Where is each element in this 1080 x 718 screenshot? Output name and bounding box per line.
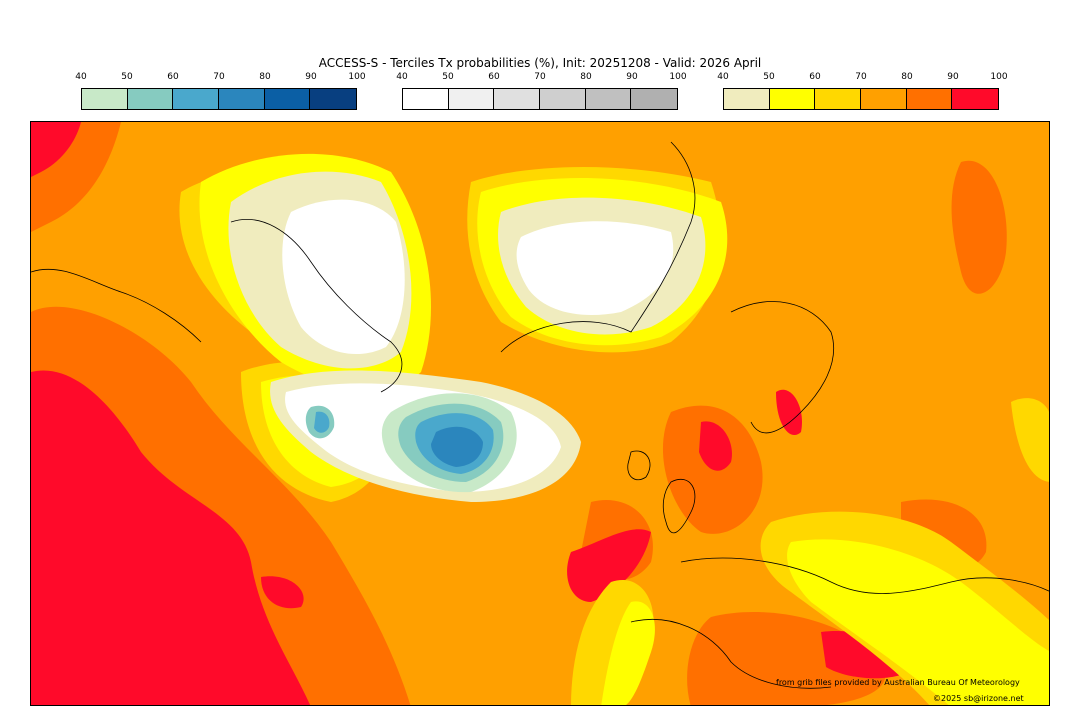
tick-label: 80 [259, 72, 271, 82]
coastlines [31, 141, 1049, 689]
tick-label: 80 [580, 72, 592, 82]
colorbar-swatches [723, 88, 999, 110]
colorbar-swatch [724, 89, 770, 109]
tick-label: 40 [396, 72, 408, 82]
colorbar-swatch [494, 89, 540, 109]
colorbar-swatch [769, 89, 816, 109]
source-credit: from grib files provided by Australian B… [776, 678, 1020, 687]
tick-label: 60 [488, 72, 500, 82]
tick-label: 100 [348, 72, 366, 82]
tick-label: 70 [855, 72, 867, 82]
field-below-normal [305, 393, 517, 493]
colorbar-swatches [81, 88, 357, 110]
colorbar-swatch [860, 89, 907, 109]
colorbar-below-normal: 40 50 60 70 80 90 100 [75, 72, 366, 112]
colorbar-near-normal: 40 50 60 70 80 90 100 [396, 72, 687, 112]
tick-label: 70 [213, 72, 225, 82]
colorbar-ticks: 40 50 60 70 80 90 100 [717, 72, 1007, 84]
tick-label: 40 [75, 72, 87, 82]
tick-label: 100 [669, 72, 687, 82]
tick-label: 60 [167, 72, 179, 82]
tick-label: 60 [809, 72, 821, 82]
tick-label: 50 [763, 72, 775, 82]
colorbar-swatch [403, 89, 449, 109]
colorbar-ticks: 40 50 60 70 80 90 100 [75, 72, 365, 84]
colorbar-swatch [310, 89, 356, 109]
colorbar-swatch [631, 89, 677, 109]
colorbar-swatch [218, 89, 265, 109]
colorbar-swatch [448, 89, 495, 109]
tick-label: 50 [121, 72, 133, 82]
colorbar-swatch [906, 89, 953, 109]
map-canvas [31, 122, 1049, 705]
tick-label: 40 [717, 72, 729, 82]
colorbar-swatch [264, 89, 311, 109]
tick-label: 90 [947, 72, 959, 82]
colorbar-swatch [539, 89, 586, 109]
map-title: ACCESS-S - Terciles Tx probabilities (%)… [318, 56, 762, 70]
tick-label: 80 [901, 72, 913, 82]
colorbar-swatch [173, 89, 219, 109]
colorbar-swatches [402, 88, 678, 110]
copyright-credit: ©2025 sb@irizone.net [933, 694, 1024, 703]
colorbar-ticks: 40 50 60 70 80 90 100 [396, 72, 686, 84]
colorbar-swatch [127, 89, 174, 109]
tick-label: 50 [442, 72, 454, 82]
probability-map: from grib files provided by Australian B… [30, 121, 1050, 706]
colorbar-swatch [585, 89, 632, 109]
colorbar-swatch [82, 89, 128, 109]
tick-label: 90 [305, 72, 317, 82]
tick-label: 90 [626, 72, 638, 82]
tick-label: 70 [534, 72, 546, 82]
colorbar-swatch [952, 89, 998, 109]
colorbar-swatch [815, 89, 861, 109]
tick-label: 100 [990, 72, 1008, 82]
colorbar-above-normal: 40 50 60 70 80 90 100 [717, 72, 1008, 112]
